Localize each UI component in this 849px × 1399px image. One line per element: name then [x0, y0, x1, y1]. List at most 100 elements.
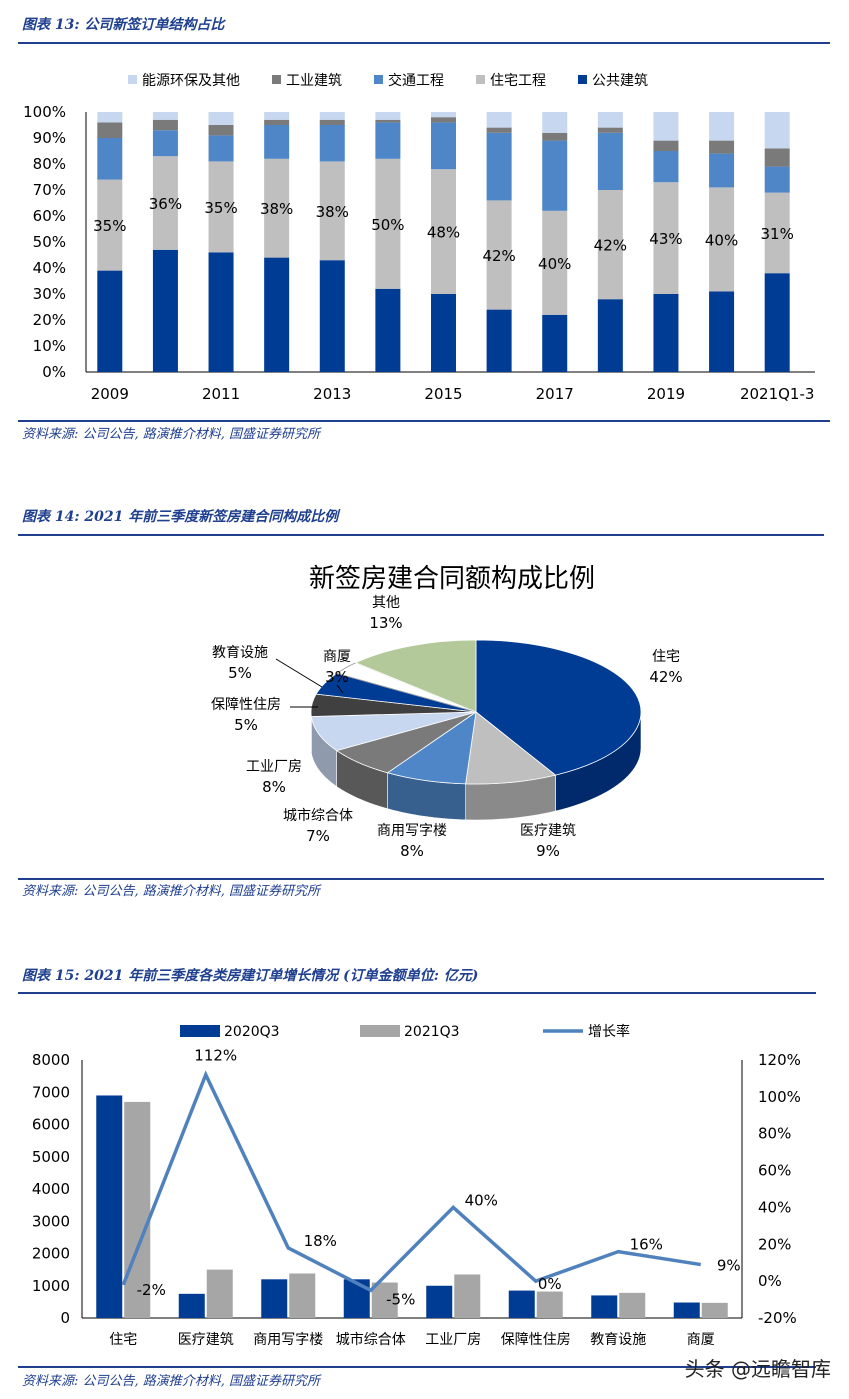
bar-segment [208, 135, 234, 162]
bar-segment [597, 132, 623, 190]
bar-segment [431, 122, 456, 170]
y2-tick-label: 120% [758, 1051, 801, 1069]
y-tick-label: 70% [33, 181, 66, 199]
legend-label: 公共建筑 [592, 73, 648, 89]
y2-tick-label: 20% [758, 1235, 791, 1253]
x-tick-label: 保障性住房 [501, 1332, 571, 1348]
data-label: 38% [316, 203, 349, 221]
legend-swatch [578, 75, 587, 84]
x-tick-label: 城市综合体 [336, 1331, 406, 1348]
bar-2020q3 [591, 1295, 618, 1318]
legend-swatch [360, 1025, 400, 1037]
bar-segment [653, 294, 679, 372]
pie-slice-label: 保障性住房 [211, 697, 281, 713]
line-data-label: -5% [386, 1290, 415, 1308]
y-tick-label: 20% [33, 311, 66, 329]
bar-segment [653, 182, 679, 294]
pie-slice-label: 教育设施 [212, 645, 268, 661]
figure-13-title: 图表 13: 公司新签订单结构占比 [22, 17, 225, 33]
bar-segment [264, 119, 290, 125]
y-tick-label: 60% [33, 207, 66, 225]
y-tick-label: 2000 [32, 1245, 70, 1263]
pie-slice-value: 42% [649, 668, 682, 686]
y-tick-label: 50% [33, 233, 66, 251]
bar-2021q3 [289, 1273, 316, 1318]
pie-slice [354, 639, 477, 713]
figure-14-bottom-rule [18, 878, 824, 880]
line-data-label: 18% [304, 1232, 337, 1250]
bar-segment [431, 169, 456, 294]
bar-segment [97, 112, 123, 123]
figure-13-bottom-rule [18, 420, 830, 422]
legend-label: 住宅工程 [490, 73, 546, 89]
pie-slice-label: 商厦 [323, 649, 351, 665]
y-tick-label: 8000 [32, 1051, 70, 1069]
bar-segment [486, 112, 512, 128]
combo-bar-line-chart: 0 1000 2000 3000 4000 5000 6000 7000 8000 -20% 0% 2… [32, 1023, 801, 1348]
bar-segment [764, 273, 790, 372]
y-tick-label: 6000 [32, 1116, 70, 1134]
data-label: 43% [649, 230, 682, 248]
bar-segment [97, 270, 123, 372]
figure-15-bottom-rule [18, 1366, 816, 1368]
bar-segment [486, 127, 512, 133]
stacked-bar-chart: 0% 10% 20% 30% 40% 50% 60% 70% 80% 90% 100% 35% 2009… [23, 72, 815, 403]
legend-label: 增长率 [588, 1023, 630, 1040]
bar-segment [653, 151, 679, 183]
legend-swatch [180, 1025, 220, 1037]
data-label: 42% [594, 237, 627, 255]
figure-14-top-rule [18, 534, 824, 536]
data-label: 35% [93, 217, 126, 235]
bar-segment [597, 299, 623, 372]
bar-2021q3 [619, 1292, 646, 1318]
watermark-text: 头条 @远瞻智库 [684, 1357, 831, 1381]
bar-segment [319, 112, 345, 120]
legend-swatch [128, 75, 137, 84]
data-label: 38% [260, 200, 293, 218]
pie-slice-label: 医疗建筑 [520, 823, 576, 839]
y-tick-label: 5000 [32, 1148, 70, 1166]
x-tick-label: 教育设施 [590, 1332, 646, 1348]
bar-segment [319, 260, 345, 372]
y-tick-label: 0 [60, 1309, 70, 1327]
bar-segment [264, 125, 290, 159]
x-tick-label: 2019 [647, 385, 685, 403]
bar-segment [375, 119, 401, 123]
data-label: 36% [149, 195, 182, 213]
line-data-label: 40% [465, 1191, 498, 1209]
bar-segment [486, 309, 512, 372]
bar-segment [319, 125, 345, 162]
legend-label: 工业建筑 [286, 73, 342, 89]
data-label: 40% [705, 231, 738, 249]
bar-segment [375, 112, 401, 120]
pie-slice-label: 商用写字楼 [377, 823, 447, 839]
leader-line [336, 684, 344, 694]
data-label: 48% [427, 224, 460, 242]
bar-segment [152, 112, 178, 120]
x-tick-label: 医疗建筑 [178, 1332, 234, 1348]
x-tick-label: 2021Q1-3 [740, 385, 814, 403]
bar-segment [152, 249, 178, 372]
y-tick-label: 4000 [32, 1180, 70, 1198]
x-tick-label: 2017 [536, 385, 574, 403]
line-data-label: 112% [194, 1047, 237, 1065]
y2-tick-label: 0% [758, 1272, 782, 1290]
figure-15-source: 资料来源: 公司公告, 路演推介材料, 国盛证券研究所 [22, 1374, 321, 1389]
bar-2021q3 [371, 1282, 398, 1318]
bar-segment [97, 179, 123, 271]
bar-segment [319, 119, 345, 125]
bar-segment [764, 112, 790, 149]
bar-segment [264, 158, 290, 258]
bar-segment [653, 140, 679, 151]
pie-slice-value: 13% [369, 614, 402, 632]
pie-slice-value: 8% [262, 778, 286, 796]
bar-segment [709, 187, 735, 292]
bar-2020q3 [673, 1302, 700, 1318]
x-tick-label: 2009 [91, 385, 129, 403]
y2-tick-label: 40% [758, 1198, 791, 1216]
bar-2020q3 [508, 1290, 535, 1318]
pie-slice-label: 其他 [372, 595, 400, 611]
line-data-label: 9% [717, 1257, 741, 1275]
bar-segment [152, 156, 178, 250]
data-label: 31% [761, 225, 794, 243]
